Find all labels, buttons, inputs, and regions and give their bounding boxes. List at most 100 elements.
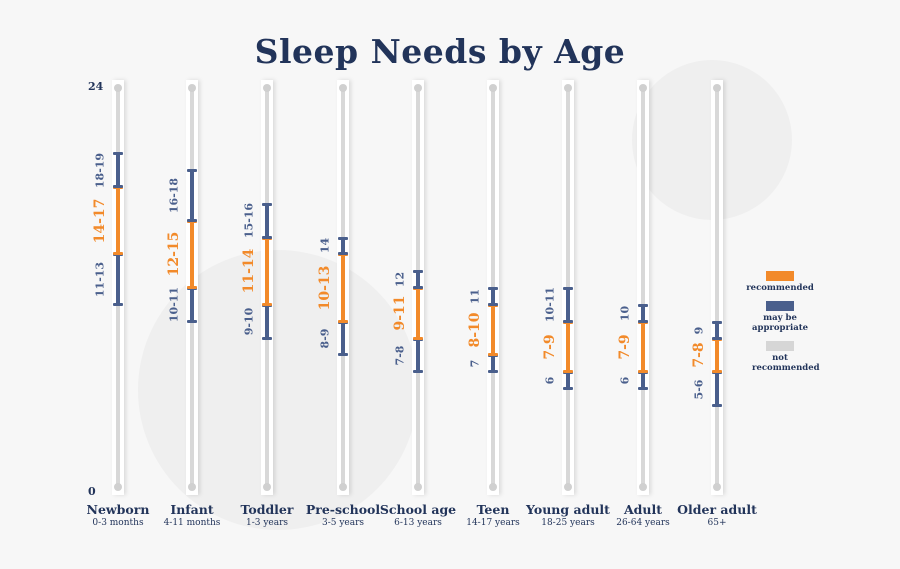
may-be-appropriate-low-segment — [563, 371, 573, 391]
may-be-appropriate-high-label: 14 — [318, 238, 332, 254]
rail — [641, 86, 645, 489]
track-top-dot — [414, 84, 422, 92]
recommended-segment — [563, 320, 573, 374]
segment-cap — [338, 319, 348, 323]
category-name: Newborn — [86, 502, 150, 517]
may-be-appropriate-low-segment — [413, 337, 423, 374]
track-bottom-dot — [114, 483, 122, 491]
segment-cap — [113, 302, 123, 306]
may-be-appropriate-low-segment — [262, 303, 272, 340]
may-be-appropriate-high-label: 10-11 — [543, 287, 557, 323]
segment-cap — [413, 370, 423, 374]
segment-cap — [488, 302, 498, 306]
category-name: Toddler — [240, 502, 294, 517]
bar-track — [637, 80, 649, 495]
y-axis-max-label: 24 — [88, 80, 104, 93]
track-bottom-dot — [713, 483, 721, 491]
category-name: School age — [379, 502, 457, 517]
track-bottom-dot — [263, 483, 271, 491]
track-top-dot — [114, 84, 122, 92]
segment-cap — [712, 320, 722, 324]
track-top-dot — [564, 84, 572, 92]
category-age-range: 26-64 years — [616, 518, 670, 528]
recommended-segment — [113, 186, 123, 256]
may-be-appropriate-low-segment — [187, 287, 197, 323]
segment-cap — [187, 286, 197, 290]
category-age-range: 65+ — [707, 518, 727, 528]
may-be-appropriate-high-label: 15-16 — [242, 203, 256, 239]
category-age-range: 14-17 years — [466, 518, 520, 528]
legend-label: recommended — [746, 283, 814, 293]
category-name: Teen — [476, 502, 510, 517]
category-name: Infant — [170, 502, 214, 517]
recommended-segment — [338, 253, 348, 323]
segment-cap — [338, 236, 348, 240]
track-bottom-dot — [188, 483, 196, 491]
segment-cap — [563, 287, 573, 291]
segment-cap — [262, 202, 272, 206]
segment-cap — [113, 152, 123, 156]
may-be-appropriate-low-label: 11-13 — [93, 262, 107, 298]
chart-title: Sleep Needs by Age — [254, 32, 626, 71]
category-name: Young adult — [526, 502, 610, 517]
may-be-appropriate-high-segment — [262, 202, 272, 239]
may-be-appropriate-high-segment — [638, 303, 648, 323]
legend-recommended: recommended — [740, 271, 820, 293]
segment-cap — [712, 370, 722, 374]
segment-cap — [413, 270, 423, 274]
segment-cap — [638, 319, 648, 323]
track-top-dot — [639, 84, 647, 92]
track-bottom-dot — [414, 483, 422, 491]
category-age-range: 0-3 months — [92, 518, 144, 528]
may-be-appropriate-low-segment — [488, 354, 498, 374]
category-age-range: 6-13 years — [394, 518, 442, 528]
recommended-segment — [413, 287, 423, 340]
legend-not-recommended: not recommended — [740, 341, 820, 373]
recommended-segment — [638, 320, 648, 374]
recommended-segment — [712, 337, 722, 374]
segment-cap — [488, 287, 498, 291]
may-be-appropriate-high-segment — [712, 320, 722, 340]
segment-cap — [638, 387, 648, 391]
segment-cap — [338, 252, 348, 256]
segment-cap — [262, 302, 272, 306]
legend-swatch — [766, 341, 794, 351]
track-bottom-dot — [339, 483, 347, 491]
legend-label: may be appropriate — [752, 313, 809, 333]
segment-cap — [712, 403, 722, 407]
track-top-dot — [263, 84, 271, 92]
recommended-label: 12-15 — [166, 231, 182, 277]
category-name: Older adult — [677, 502, 757, 517]
segment-cap — [638, 370, 648, 374]
may-be-appropriate-high-label: 9 — [692, 326, 706, 334]
track-bottom-dot — [564, 483, 572, 491]
track-bottom-dot — [489, 483, 497, 491]
segment-cap — [187, 169, 197, 173]
category-name: Adult — [623, 502, 663, 517]
segment-cap — [262, 235, 272, 239]
track-bottom-dot — [639, 483, 647, 491]
segment-cap — [413, 286, 423, 290]
recommended-segment — [262, 236, 272, 306]
rail — [715, 86, 719, 489]
may-be-appropriate-low-segment — [638, 371, 648, 391]
legend-label: not recommended — [752, 353, 820, 373]
recommended-segment — [488, 303, 498, 357]
category-age-range: 4-11 months — [163, 518, 221, 528]
may-be-appropriate-high-label: 10 — [618, 305, 632, 321]
may-be-appropriate-high-segment — [488, 287, 498, 306]
may-be-appropriate-high-segment — [187, 169, 197, 222]
recommended-segment — [187, 219, 197, 290]
may-be-appropriate-low-segment — [338, 320, 348, 357]
bar-track — [711, 80, 723, 495]
legend-swatch — [766, 271, 794, 281]
may-be-appropriate-high-segment — [413, 270, 423, 290]
segment-cap — [488, 353, 498, 357]
track-top-dot — [489, 84, 497, 92]
segment-cap — [187, 218, 197, 222]
may-be-appropriate-high-label: 12 — [393, 271, 407, 288]
segment-cap — [113, 185, 123, 189]
may-be-appropriate-low-segment — [113, 253, 123, 306]
segment-cap — [712, 336, 722, 340]
may-be-appropriate-low-segment — [712, 371, 722, 407]
